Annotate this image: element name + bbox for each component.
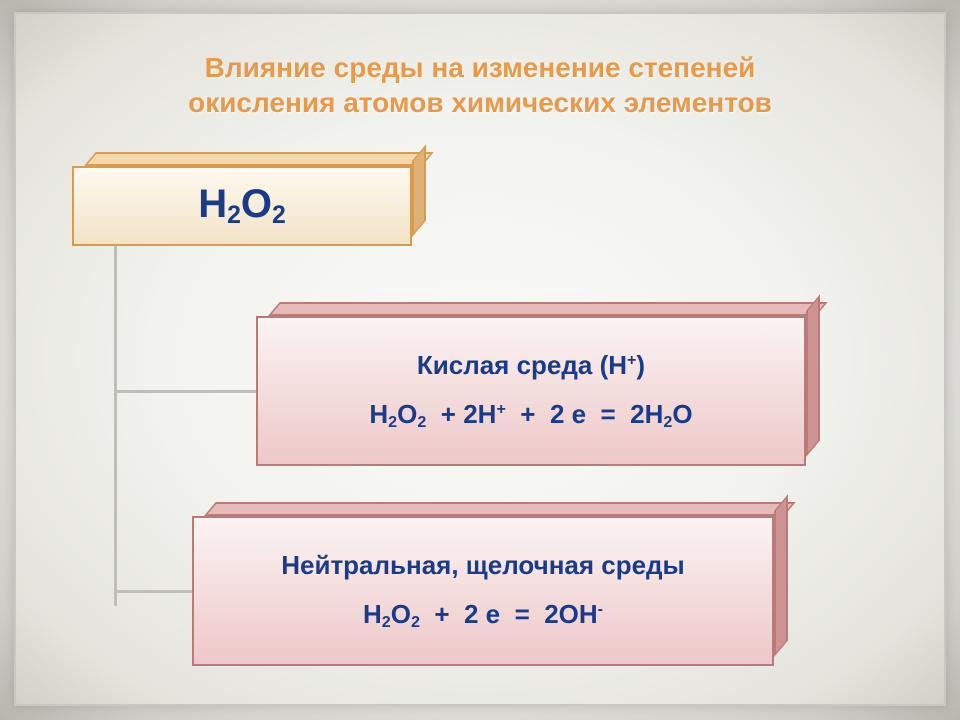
acid-equation: H2O2 + 2H+ + 2 e = 2H2O xyxy=(369,399,692,432)
root-box-top-edge xyxy=(84,152,434,166)
neutral-equation: H2O2 + 2 e = 2OH- xyxy=(363,599,603,632)
acid-box-content: Кислая среда (H+) H2O2 + 2H+ + 2 e = 2H2… xyxy=(258,318,804,464)
slide-background: Влияние среды на изменение степеней окис… xyxy=(0,0,960,720)
connector-horizontal-1 xyxy=(114,390,256,393)
root-formula-text: H2O2 xyxy=(198,182,286,230)
connector-vertical xyxy=(114,246,117,606)
neutral-box-right-edge xyxy=(774,494,788,657)
root-formula-box: H2O2 xyxy=(72,166,412,246)
acid-box-right-edge xyxy=(806,294,820,457)
neutral-box-top-edge xyxy=(204,502,796,516)
root-box-content: H2O2 xyxy=(74,168,410,244)
acid-environment-title: Кислая среда (H+) xyxy=(417,350,645,381)
slide-title: Влияние среды на изменение степеней окис… xyxy=(0,50,960,120)
connector-horizontal-2 xyxy=(114,590,192,593)
neutral-alkaline-box: Нейтральная, щелочная среды H2O2 + 2 e =… xyxy=(192,516,774,666)
title-line-1: Влияние среды на изменение степеней xyxy=(0,50,960,85)
title-line-2: окисления атомов химических элементов xyxy=(0,85,960,120)
neutral-environment-title: Нейтральная, щелочная среды xyxy=(281,550,685,581)
acid-environment-box: Кислая среда (H+) H2O2 + 2H+ + 2 e = 2H2… xyxy=(256,316,806,466)
acid-box-top-edge xyxy=(268,302,828,316)
neutral-box-content: Нейтральная, щелочная среды H2O2 + 2 e =… xyxy=(194,518,772,664)
